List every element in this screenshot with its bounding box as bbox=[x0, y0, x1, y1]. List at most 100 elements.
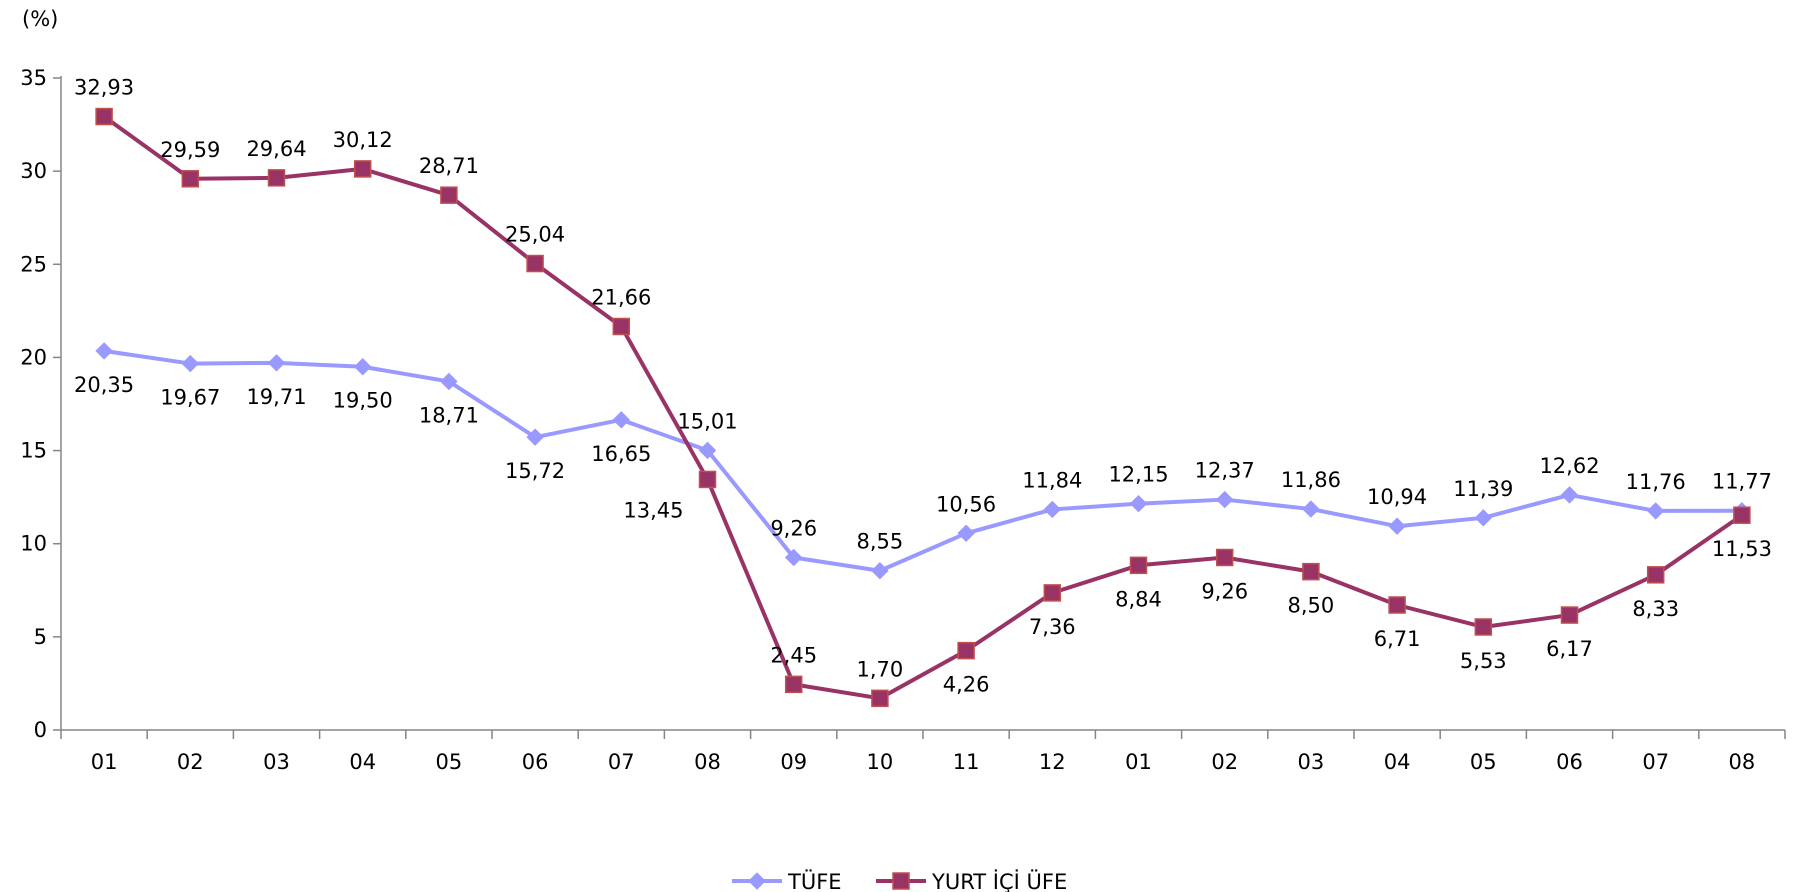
data-point-tufe bbox=[1646, 502, 1665, 520]
data-label-tufe: 12,37 bbox=[1195, 459, 1255, 483]
x-tick-label: 08 bbox=[694, 750, 721, 774]
data-point-tufe bbox=[784, 548, 803, 567]
data-point-tufe bbox=[1129, 494, 1148, 513]
data-label-tufe: 10,56 bbox=[936, 492, 996, 516]
data-point-tufe bbox=[1474, 509, 1493, 527]
y-tick-label: 0 bbox=[34, 718, 47, 742]
data-point-tufe bbox=[957, 524, 975, 542]
data-label-tufe: 19,67 bbox=[160, 386, 220, 410]
x-tick-label: 08 bbox=[1729, 750, 1756, 774]
data-point-tufe bbox=[440, 372, 458, 391]
data-label-tufe: 19,50 bbox=[333, 389, 393, 413]
y-tick-label: 10 bbox=[20, 532, 47, 556]
data-point-tufe bbox=[267, 354, 286, 372]
legend-marker-tufe bbox=[748, 872, 766, 890]
x-tick-label: 07 bbox=[1642, 750, 1669, 774]
data-point-ufe bbox=[1302, 562, 1320, 581]
x-tick-label: 05 bbox=[1470, 750, 1497, 774]
y-tick-label: 20 bbox=[20, 345, 47, 369]
legend-label-ufe: YURT İÇİ ÜFE bbox=[931, 869, 1067, 892]
data-label-ufe: 6,71 bbox=[1374, 627, 1421, 651]
data-label-tufe: 18,71 bbox=[419, 403, 479, 427]
series-layer bbox=[95, 107, 1751, 708]
data-label-ufe: 29,64 bbox=[246, 137, 306, 161]
data-label-tufe: 8,55 bbox=[857, 530, 904, 554]
data-point-tufe bbox=[1560, 486, 1579, 504]
data-label-ufe: 29,59 bbox=[160, 138, 220, 162]
data-label-ufe: 30,12 bbox=[333, 128, 393, 152]
data-point-ufe bbox=[267, 169, 286, 187]
data-label-ufe: 21,66 bbox=[591, 286, 651, 310]
data-label-ufe: 4,26 bbox=[943, 673, 990, 697]
x-tick-label: 11 bbox=[953, 750, 980, 774]
x-tick-label: 01 bbox=[1125, 750, 1152, 774]
data-label-ufe: 28,71 bbox=[419, 154, 479, 178]
data-point-ufe bbox=[181, 170, 200, 188]
data-label-tufe: 11,84 bbox=[1022, 468, 1082, 492]
x-tick-label: 06 bbox=[1556, 750, 1583, 774]
y-tick-label: 35 bbox=[20, 66, 47, 90]
data-point-tufe bbox=[612, 411, 631, 429]
data-label-tufe: 16,65 bbox=[591, 442, 651, 466]
x-tick-label: 05 bbox=[436, 750, 463, 774]
y-tick-label: 30 bbox=[20, 159, 47, 183]
data-point-ufe bbox=[526, 254, 544, 273]
data-label-ufe: 13,45 bbox=[623, 498, 683, 522]
data-label-tufe: 20,35 bbox=[74, 373, 134, 397]
data-point-ufe bbox=[871, 689, 889, 708]
data-point-ufe bbox=[612, 317, 631, 336]
data-point-tufe bbox=[871, 562, 889, 580]
data-label-ufe: 8,33 bbox=[1632, 597, 1679, 621]
data-point-ufe bbox=[353, 160, 372, 178]
data-label-ufe: 8,84 bbox=[1115, 587, 1162, 611]
data-point-ufe bbox=[1388, 596, 1406, 614]
data-label-ufe: 5,53 bbox=[1460, 649, 1507, 673]
series-line-ufe bbox=[102, 114, 1744, 701]
data-labels: 20,35 19,67 19,71 19,50 18,71 15,72 16,65 15,01… bbox=[74, 76, 1772, 697]
x-tick-label: 04 bbox=[1384, 750, 1411, 774]
x-tick-label: 01 bbox=[91, 750, 118, 774]
data-label-tufe: 12,15 bbox=[1108, 463, 1168, 487]
x-tick-label: 03 bbox=[263, 750, 290, 774]
x-tick-label: 02 bbox=[1211, 750, 1238, 774]
data-point-ufe bbox=[1043, 584, 1062, 602]
data-point-ufe bbox=[698, 470, 717, 489]
data-point-tufe bbox=[1302, 500, 1320, 518]
data-label-ufe: 8,50 bbox=[1288, 594, 1335, 618]
data-label-tufe: 11,86 bbox=[1281, 468, 1341, 492]
data-label-tufe: 19,71 bbox=[246, 385, 306, 409]
x-tick-label: 06 bbox=[522, 750, 549, 774]
y-tick-label: 15 bbox=[20, 439, 47, 463]
data-label-tufe: 9,26 bbox=[770, 516, 817, 540]
data-label-ufe: 7,36 bbox=[1029, 615, 1076, 639]
legend-marker-ufe bbox=[892, 872, 910, 890]
data-point-tufe bbox=[698, 441, 717, 460]
data-label-tufe: 11,76 bbox=[1626, 470, 1686, 494]
data-label-ufe: 2,45 bbox=[770, 643, 817, 667]
x-tick-label: 07 bbox=[608, 750, 635, 774]
legend: TÜFE YURT İÇİ ÜFE bbox=[732, 869, 1067, 892]
data-point-tufe bbox=[526, 428, 544, 446]
x-tick-label: 03 bbox=[1298, 750, 1325, 774]
data-point-tufe bbox=[181, 354, 200, 373]
data-point-ufe bbox=[1129, 556, 1148, 575]
data-label-tufe: 15,72 bbox=[505, 459, 565, 483]
data-label-ufe: 11,53 bbox=[1712, 537, 1772, 561]
data-label-ufe: 9,26 bbox=[1201, 579, 1248, 603]
data-point-ufe bbox=[1646, 566, 1665, 584]
data-point-ufe bbox=[1560, 606, 1579, 624]
data-label-tufe: 10,94 bbox=[1367, 485, 1427, 509]
data-point-tufe bbox=[1043, 500, 1062, 519]
data-label-tufe: 11,77 bbox=[1712, 470, 1772, 494]
x-tick-label: 10 bbox=[867, 750, 894, 774]
data-point-ufe bbox=[1474, 618, 1493, 636]
data-point-ufe bbox=[784, 675, 803, 694]
data-point-ufe bbox=[95, 107, 113, 126]
data-point-ufe bbox=[957, 641, 975, 660]
y-tick-label: 25 bbox=[20, 252, 47, 276]
data-point-tufe bbox=[1388, 517, 1406, 535]
data-point-tufe bbox=[353, 358, 372, 376]
data-label-tufe: 12,62 bbox=[1539, 454, 1599, 478]
